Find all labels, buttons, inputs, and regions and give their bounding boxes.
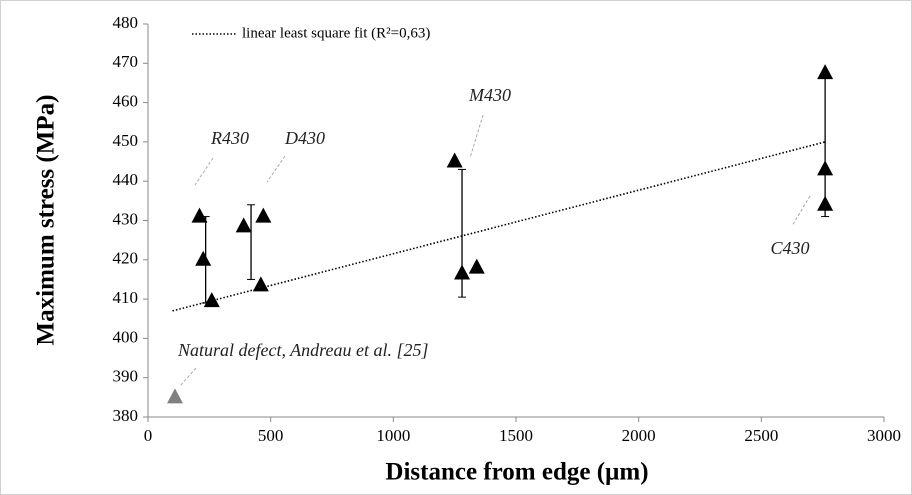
y-tick-label: 390 [113, 367, 139, 386]
legend-label: linear least square fit (R²=0,63) [242, 25, 430, 41]
leader-line [469, 114, 484, 159]
data-point [454, 264, 471, 280]
x-tick-label: 1000 [376, 426, 410, 445]
data-point [191, 207, 208, 223]
leader-line [194, 157, 214, 186]
y-tick-label: 480 [113, 13, 139, 32]
data-point [235, 217, 252, 233]
y-tick-label: 380 [113, 406, 139, 425]
data-point [166, 388, 183, 404]
y-axis-title: Maximum stress (MPa) [33, 95, 60, 346]
annotation: R430 [210, 128, 249, 148]
data-point [817, 160, 834, 176]
x-tick-label: 2500 [744, 426, 778, 445]
y-tick-label: 400 [113, 327, 139, 346]
leader-line [266, 155, 286, 183]
data-point [203, 292, 220, 308]
data-point [255, 207, 272, 223]
annotation: M430 [468, 85, 511, 105]
x-tick-label: 500 [258, 426, 284, 445]
annotation: Natural defect, Andreau et al. [25] [177, 340, 428, 360]
x-tick-label: 1500 [499, 426, 533, 445]
y-tick-label: 420 [113, 249, 139, 268]
y-tick-label: 440 [113, 170, 139, 189]
annotation: C430 [770, 238, 809, 258]
leader-line [179, 367, 197, 387]
data-point [817, 195, 834, 211]
x-axis-title: Distance from edge (µm) [385, 459, 648, 486]
y-tick-label: 460 [113, 92, 139, 111]
y-tick-label: 410 [113, 288, 139, 307]
x-tick-label: 2000 [622, 426, 656, 445]
fit-line [172, 141, 826, 312]
annotation: D430 [284, 128, 325, 148]
data-point [446, 152, 463, 168]
x-tick-label: 0 [144, 426, 153, 445]
y-tick-label: 430 [113, 209, 139, 228]
data-point [468, 258, 485, 274]
data-point [195, 250, 212, 266]
y-tick-label: 470 [113, 52, 139, 71]
data-point [252, 276, 269, 292]
leader-line [791, 195, 811, 227]
x-tick-label: 3000 [867, 426, 901, 445]
y-tick-label: 450 [113, 131, 139, 150]
data-point [817, 64, 834, 80]
